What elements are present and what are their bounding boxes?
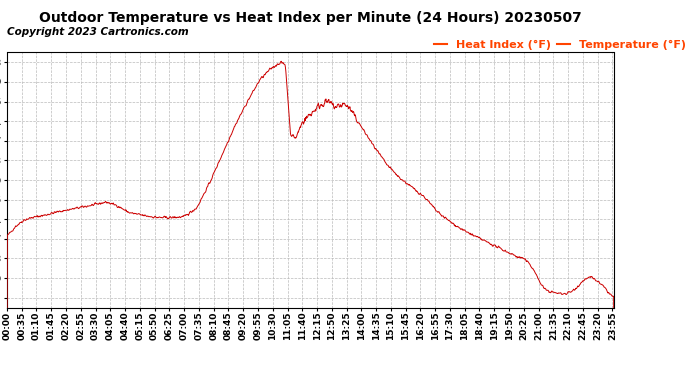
Legend: Heat Index (°F), Temperature (°F): Heat Index (°F), Temperature (°F) (430, 35, 690, 54)
Text: Outdoor Temperature vs Heat Index per Minute (24 Hours) 20230507: Outdoor Temperature vs Heat Index per Mi… (39, 11, 582, 25)
Text: Copyright 2023 Cartronics.com: Copyright 2023 Cartronics.com (7, 27, 188, 37)
